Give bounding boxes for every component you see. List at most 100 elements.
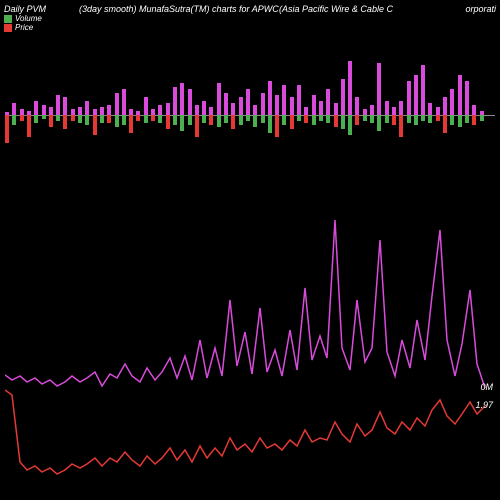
bar-bottom xyxy=(290,115,294,129)
bar-top xyxy=(392,107,396,115)
bar-bottom xyxy=(421,115,425,121)
bar-bottom xyxy=(12,115,16,125)
bar-top xyxy=(100,107,104,115)
bar-top xyxy=(122,89,126,115)
volume-swatch xyxy=(4,15,12,23)
bar-bottom xyxy=(173,115,177,125)
bar-top xyxy=(275,95,279,115)
bar-bottom xyxy=(312,115,316,125)
bar-top xyxy=(341,79,345,115)
price-line xyxy=(5,390,485,474)
bar-bottom xyxy=(443,115,447,133)
bar-top xyxy=(312,95,316,115)
bar-top xyxy=(166,103,170,115)
bar-bottom xyxy=(71,115,75,121)
bar-bottom xyxy=(20,115,24,121)
bar-top xyxy=(290,97,294,115)
bar-bottom xyxy=(326,115,330,123)
bar-bottom xyxy=(458,115,462,127)
bar-bottom xyxy=(115,115,119,127)
bar-top xyxy=(414,75,418,115)
bar-top xyxy=(202,101,206,115)
bar-top xyxy=(282,85,286,115)
volume-label: Volume xyxy=(15,14,42,23)
bar-top xyxy=(188,89,192,115)
bar-top xyxy=(428,103,432,115)
bar-top xyxy=(385,101,389,115)
bar-bottom xyxy=(319,115,323,121)
bar-top xyxy=(173,87,177,115)
bar-top xyxy=(304,107,308,115)
bar-bottom xyxy=(180,115,184,131)
bar-top xyxy=(209,107,213,115)
title-mid: (3day smooth) MunafaSutra(TM) charts for… xyxy=(79,4,279,14)
bar-bottom xyxy=(465,115,469,123)
title-left: Daily PVM xyxy=(4,4,46,14)
bar-top xyxy=(78,107,82,115)
bar-bottom xyxy=(202,115,206,123)
bar-top xyxy=(472,105,476,115)
bar-bottom xyxy=(42,115,46,119)
bar-bottom xyxy=(392,115,396,125)
bar-bottom xyxy=(107,115,111,123)
bar-top xyxy=(144,97,148,115)
bar-bottom xyxy=(144,115,148,123)
bar-bottom xyxy=(93,115,97,135)
bar-bottom xyxy=(385,115,389,123)
price-end-label: 1.97 xyxy=(475,400,493,410)
bar-bottom xyxy=(436,115,440,121)
bar-top xyxy=(348,61,352,115)
legend: Volume Price xyxy=(4,14,42,32)
bar-top xyxy=(49,107,53,115)
bar-top xyxy=(334,103,338,115)
title-far: orporati xyxy=(465,4,496,14)
bar-top xyxy=(261,93,265,115)
bar-top xyxy=(195,105,199,115)
price-swatch xyxy=(4,24,12,32)
bar-top xyxy=(407,81,411,115)
bar-bottom xyxy=(261,115,265,123)
bar-bottom xyxy=(129,115,133,133)
bar-bottom xyxy=(370,115,374,123)
line-chart: 0M 1.97 xyxy=(5,200,495,490)
bar-bottom xyxy=(78,115,82,123)
bar-top xyxy=(42,105,46,115)
bar-top xyxy=(239,97,243,115)
bar-bottom xyxy=(56,115,60,121)
bar-bottom xyxy=(297,115,301,121)
bar-bottom xyxy=(246,115,250,121)
legend-volume: Volume xyxy=(4,14,42,23)
bar-top xyxy=(370,105,374,115)
bar-top xyxy=(355,97,359,115)
bar-top xyxy=(253,105,257,115)
bar-top xyxy=(465,81,469,115)
bar-bottom xyxy=(355,115,359,125)
bar-bottom xyxy=(268,115,272,133)
bar-bottom xyxy=(341,115,345,129)
bar-bottom xyxy=(239,115,243,125)
bar-top xyxy=(458,75,462,115)
bar-bottom xyxy=(231,115,235,129)
bar-bottom xyxy=(428,115,432,123)
bar-top xyxy=(231,103,235,115)
bar-bottom xyxy=(407,115,411,123)
pvm-bar-chart xyxy=(5,55,495,175)
bar-bottom xyxy=(282,115,286,125)
bar-bottom xyxy=(34,115,38,123)
bar-top xyxy=(443,97,447,115)
bar-top xyxy=(115,93,119,115)
bar-top xyxy=(12,103,16,115)
line-svg xyxy=(5,200,495,490)
bar-bottom xyxy=(151,115,155,121)
bar-top xyxy=(107,105,111,115)
bar-top xyxy=(450,89,454,115)
bar-top xyxy=(224,93,228,115)
bar-bottom xyxy=(27,115,31,137)
bar-bottom xyxy=(304,115,308,123)
bar-bottom xyxy=(414,115,418,125)
bar-bottom xyxy=(399,115,403,137)
legend-price: Price xyxy=(4,23,42,32)
bar-top xyxy=(421,65,425,115)
bar-bottom xyxy=(450,115,454,125)
bar-top xyxy=(217,83,221,115)
